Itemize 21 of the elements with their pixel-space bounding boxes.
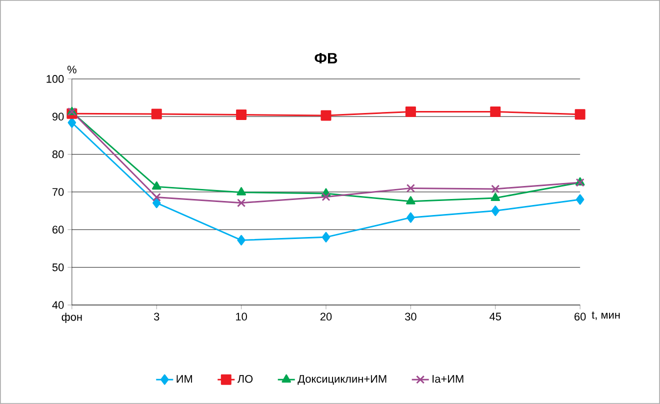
x-tick-label: 20 [320,312,332,321]
chart-title: ФВ [314,53,338,64]
x-axis-title: t, мин [592,312,620,320]
legend-label: ЛО [237,375,253,383]
y-tick-label: 50 [52,263,64,272]
y-tick-label: 80 [52,150,64,158]
x-tick-label: 45 [490,312,502,320]
y-tick-label: 90 [52,112,64,121]
y-tick-label: 60 [52,226,64,234]
x-tick-label: 3 [154,312,160,321]
y-axis-title: % [67,66,76,74]
x-tick-label: фон [62,312,82,324]
legend-label: Ia+ИМ [432,375,464,383]
y-tick-label: 40 [52,301,64,309]
x-tick-label: 10 [236,312,247,321]
legend-label: ИМ [176,375,192,383]
x-tick-label: 60 [574,312,586,321]
legend-label: Доксициклин+ИМ [298,375,386,385]
y-tick-label: 100 [46,75,64,83]
y-tick-label: 70 [52,188,64,196]
x-tick-label: 30 [405,312,416,321]
